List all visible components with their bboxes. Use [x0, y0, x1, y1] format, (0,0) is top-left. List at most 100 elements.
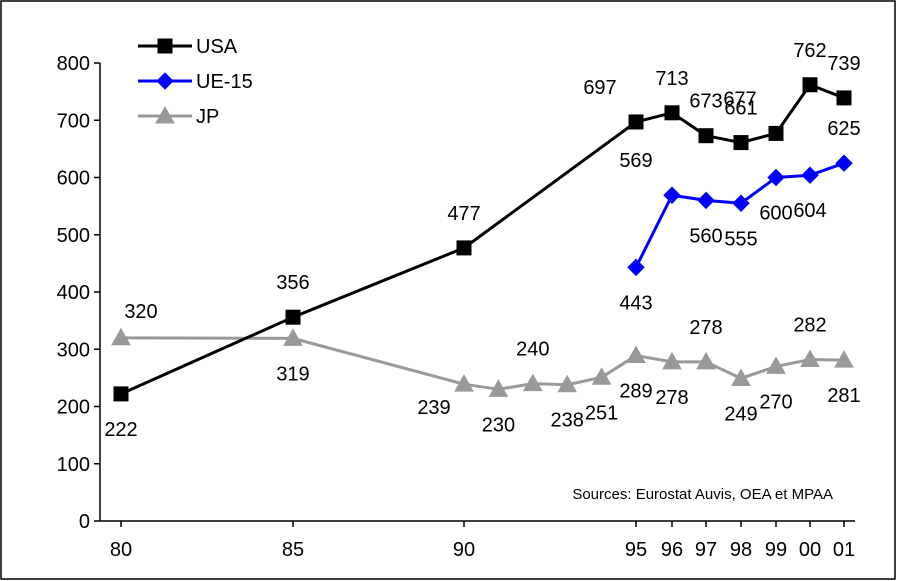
data-point-usa — [285, 309, 301, 325]
data-point-ue-15 — [663, 186, 681, 204]
data-point-jp — [626, 345, 646, 364]
y-tick-label: 0 — [79, 511, 90, 533]
data-label-usa: 677 — [723, 88, 756, 110]
data-label-jp: 240 — [516, 339, 549, 361]
x-tick-label: 96 — [661, 539, 683, 561]
series-layer — [111, 77, 854, 402]
x-tick-label: 90 — [453, 539, 475, 561]
data-label-ue-15: 569 — [619, 150, 652, 172]
x-tick-label: 95 — [625, 539, 647, 561]
data-label-jp: 270 — [759, 391, 792, 413]
data-point-jp — [283, 328, 303, 346]
legend-label-ue-15: UE-15 — [196, 71, 253, 93]
data-label-jp: 230 — [482, 414, 515, 436]
data-label-jp: 282 — [793, 315, 826, 337]
x-tick-label: 01 — [833, 539, 855, 561]
x-tick-label: 98 — [730, 539, 752, 561]
data-label-ue-15: 560 — [689, 225, 722, 247]
y-tick-label: 600 — [57, 168, 90, 190]
legend-marker-jp — [155, 105, 175, 124]
x-tick-label: 80 — [110, 539, 132, 561]
data-label-usa: 673 — [689, 91, 722, 113]
y-tick-label: 200 — [57, 397, 90, 419]
data-label-ue-15: 600 — [759, 203, 792, 225]
data-point-jp — [557, 374, 578, 393]
series-line-usa — [120, 83, 845, 396]
legend-label-usa: USA — [196, 36, 238, 58]
data-label-jp: 278 — [689, 317, 722, 339]
x-tick-label: 97 — [695, 539, 717, 561]
legend-label-jp: JP — [196, 106, 219, 128]
data-label-usa: 222 — [104, 419, 137, 441]
data-point-jp — [731, 368, 751, 386]
legend-item-usa: USA — [138, 36, 238, 58]
data-label-usa: 739 — [827, 53, 860, 75]
data-point-ue-15 — [767, 168, 785, 187]
legend-marker-usa — [157, 38, 173, 54]
data-point-usa — [802, 77, 818, 93]
data-point-ue-15 — [835, 154, 853, 172]
series-ue-15 — [627, 154, 853, 277]
data-point-usa — [836, 90, 852, 106]
data-point-ue-15 — [732, 194, 750, 212]
data-label-jp: 320 — [124, 301, 157, 323]
data-label-jp: 249 — [724, 403, 757, 425]
series-usa — [113, 77, 852, 402]
legend-item-jp: JP — [138, 105, 219, 128]
data-label-usa: 356 — [276, 272, 309, 294]
data-point-usa — [733, 135, 749, 151]
x-tick-label: 85 — [282, 539, 304, 561]
data-point-ue-15 — [801, 166, 819, 184]
data-label-usa: 661 — [724, 98, 757, 120]
data-point-usa — [698, 128, 714, 144]
data-point-jp — [591, 367, 612, 385]
data-point-usa — [768, 125, 784, 141]
legend-marker-ue-15 — [156, 72, 174, 90]
y-tick-label: 700 — [57, 110, 90, 132]
source-note: Sources: Eurostat Auvis, OEA et MPAA — [572, 486, 833, 503]
x-tick-label: 00 — [799, 539, 821, 561]
data-point-jp — [696, 351, 716, 370]
data-label-jp: 278 — [655, 387, 688, 409]
data-label-jp: 319 — [276, 363, 309, 385]
data-point-usa — [628, 114, 644, 130]
data-label-usa: 713 — [655, 68, 688, 90]
data-point-jp — [454, 374, 474, 392]
data-point-jp — [662, 351, 682, 370]
legend: USA UE-15 JP — [138, 36, 253, 128]
y-tick-label: 400 — [57, 282, 90, 304]
data-point-jp — [111, 327, 131, 346]
data-label-ue-15: 443 — [619, 292, 652, 314]
data-label-jp: 239 — [417, 397, 450, 419]
data-point-usa — [456, 240, 472, 256]
data-point-ue-15 — [627, 258, 645, 277]
legend-item-ue-15: UE-15 — [138, 71, 253, 93]
data-label-ue-15: 555 — [724, 228, 757, 250]
data-label-ue-15: 604 — [793, 200, 826, 222]
y-tick-label: 300 — [57, 339, 90, 361]
data-point-jp — [522, 373, 543, 392]
data-point-jp — [766, 356, 786, 374]
data-label-jp: 281 — [827, 385, 860, 407]
data-point-jp — [800, 349, 820, 368]
y-tick-label: 100 — [57, 454, 90, 476]
data-label-usa: 762 — [793, 40, 826, 62]
data-label-jp: 238 — [551, 410, 584, 432]
y-tick-label: 800 — [57, 53, 90, 75]
x-tick-label: 99 — [765, 539, 787, 561]
data-label-usa: 697 — [583, 77, 616, 99]
data-label-usa: 477 — [447, 203, 480, 225]
data-point-ue-15 — [697, 191, 715, 210]
series-jp — [111, 327, 854, 397]
data-label-ue-15: 625 — [827, 118, 860, 140]
data-point-jp — [834, 350, 854, 368]
data-point-usa — [113, 386, 129, 402]
data-label-jp: 289 — [619, 381, 652, 403]
y-tick-label: 500 — [57, 225, 90, 247]
data-point-usa — [664, 105, 680, 121]
